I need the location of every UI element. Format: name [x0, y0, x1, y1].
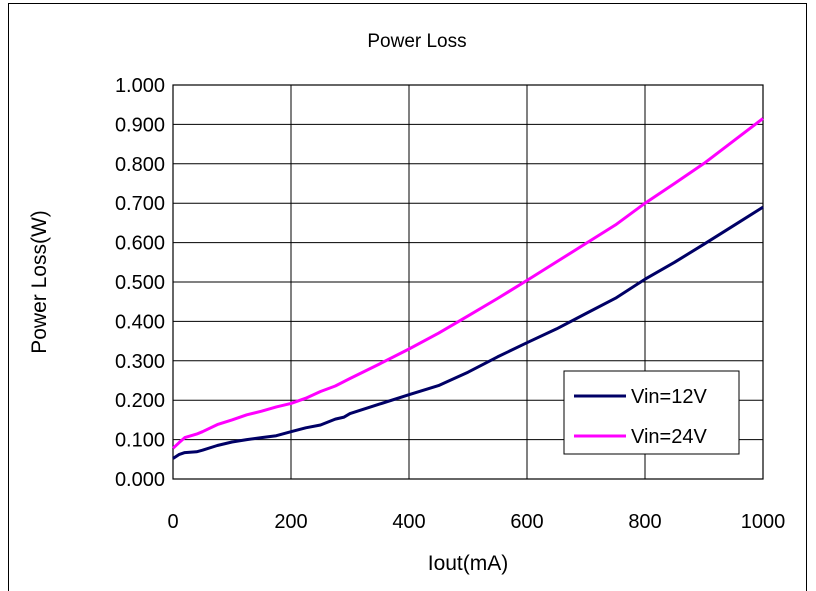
- y-tick-label: 0.200: [115, 390, 165, 412]
- y-tick-label: 0.900: [115, 114, 165, 136]
- chart-title: Power Loss: [367, 31, 466, 52]
- legend-label-1: Vin=12V: [631, 386, 707, 408]
- legend: Vin=12V Vin=24V: [563, 370, 740, 455]
- y-tick-label: 0.600: [115, 233, 165, 255]
- y-tick-label: 0.800: [115, 154, 165, 176]
- series-line-2: [171, 117, 764, 450]
- x-tick-label: 600: [510, 511, 543, 533]
- series-lines: [171, 117, 764, 460]
- y-tick-label: 0.300: [115, 351, 165, 373]
- y-axis-label: Power Loss(W): [28, 210, 51, 354]
- x-tick-labels: 0 200 400 600 800 1000: [167, 511, 785, 533]
- x-tick-label: 1000: [741, 511, 786, 533]
- series-line-1: [172, 205, 764, 460]
- y-tick-label: 0.100: [115, 430, 165, 452]
- chart-frame: [8, 3, 807, 591]
- x-tick-label: 0: [167, 511, 178, 533]
- y-tick-label: 0.500: [115, 272, 165, 294]
- y-tick-label: 0.000: [115, 469, 165, 491]
- x-tick-label: 400: [392, 511, 425, 533]
- y-tick-label: 0.400: [115, 311, 165, 333]
- x-tick-label: 200: [274, 511, 307, 533]
- legend-box: [563, 370, 740, 455]
- x-tick-label: 800: [628, 511, 661, 533]
- y-tick-label: 0.700: [115, 193, 165, 215]
- y-tick-labels: 0.000 0.100 0.200 0.300 0.400 0.500 0.600 0.700…: [115, 75, 165, 491]
- legend-label-2: Vin=24V: [631, 426, 707, 448]
- y-tick-label: 1.000: [115, 75, 165, 97]
- plot-area: [172, 84, 764, 480]
- grid-lines: [172, 84, 764, 480]
- x-axis-label: Iout(mA): [428, 552, 509, 575]
